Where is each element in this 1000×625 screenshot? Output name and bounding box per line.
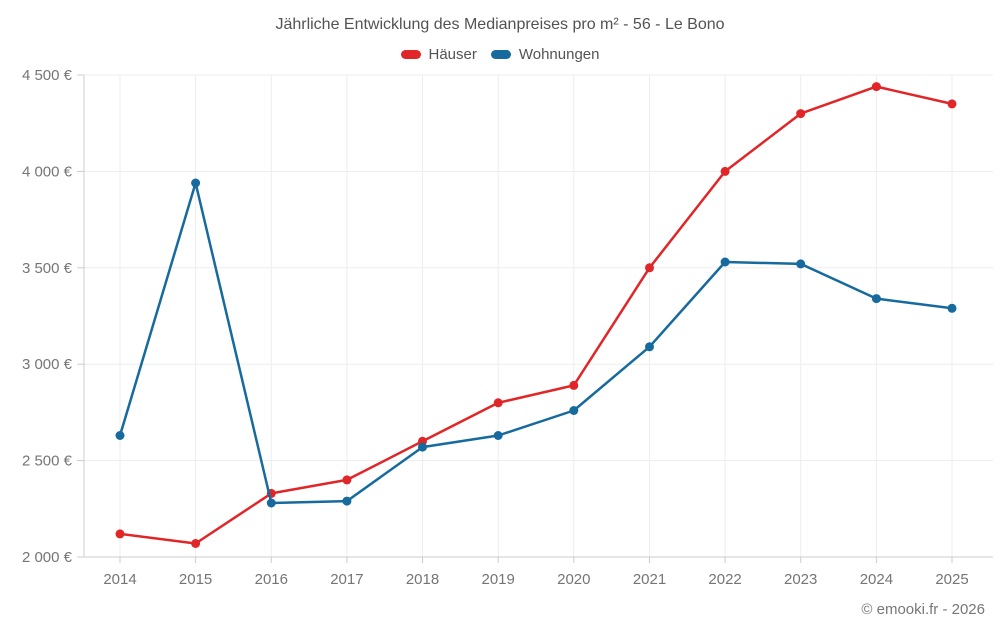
series-line-wohnungen: [118, 181, 954, 505]
x-tick-label: 2020: [557, 571, 590, 588]
data-point-huser-2022[interactable]: [720, 166, 730, 176]
data-point-wohnungen-2016[interactable]: [266, 498, 276, 508]
chart-title: Jährliche Entwicklung des Medianpreises …: [275, 16, 725, 33]
legend: Häuser Wohnungen: [0, 46, 1000, 63]
data-point-huser-2015[interactable]: [191, 539, 201, 548]
data-point-wohnungen-2021[interactable]: [645, 342, 654, 352]
series-huser: [115, 82, 957, 548]
data-point-wohnungen-2023[interactable]: [796, 259, 806, 269]
x-tick-label: 2018: [406, 571, 439, 588]
data-point-huser-2019[interactable]: [493, 398, 503, 408]
data-point-huser-2023[interactable]: [796, 109, 806, 119]
hauser-swatch-icon: [400, 50, 421, 59]
data-point-wohnungen-2020[interactable]: [569, 406, 579, 415]
wohnungen-swatch-icon: [490, 50, 511, 59]
x-tick-label: 2015: [179, 571, 212, 588]
data-point-wohnungen-2019[interactable]: [493, 431, 503, 440]
series-wohnungen: [115, 178, 957, 508]
x-tick-label: 2021: [633, 571, 666, 588]
data-point-wohnungen-2024[interactable]: [871, 294, 881, 304]
data-point-wohnungen-2025[interactable]: [947, 303, 957, 313]
data-point-wohnungen-2022[interactable]: [720, 257, 730, 267]
legend-label-wohnungen: Wohnungen: [518, 46, 600, 63]
x-tick-label: 2019: [482, 571, 515, 588]
data-point-huser-2014[interactable]: [115, 529, 125, 539]
legend-label-hauser: Häuser: [428, 46, 477, 63]
legend-item-wohnungen[interactable]: Wohnungen: [490, 46, 600, 63]
x-tick-label: 2022: [708, 571, 741, 588]
x-tick-label: 2016: [255, 571, 288, 588]
y-tick-label: 3 000 €: [22, 356, 73, 373]
data-point-wohnungen-2014[interactable]: [115, 431, 125, 440]
series-line-huser: [118, 85, 954, 545]
y-tick-label: 2 000 €: [22, 549, 73, 566]
data-point-huser-2017[interactable]: [342, 475, 352, 485]
y-tick-label: 4 500 €: [22, 67, 73, 84]
x-tick-label: 2025: [935, 571, 968, 588]
data-point-wohnungen-2018[interactable]: [418, 442, 427, 452]
y-tick-label: 3 500 €: [22, 260, 73, 277]
data-point-wohnungen-2017[interactable]: [342, 496, 352, 506]
legend-item-hauser[interactable]: Häuser: [400, 46, 477, 63]
y-tick-label: 4 000 €: [22, 163, 73, 180]
footer-credit: © emooki.fr - 2026: [861, 601, 985, 618]
data-point-wohnungen-2015[interactable]: [191, 178, 201, 188]
y-tick-label: 2 500 €: [22, 453, 73, 470]
data-point-huser-2020[interactable]: [569, 380, 579, 390]
x-tick-label: 2014: [103, 571, 136, 588]
data-point-huser-2025[interactable]: [947, 99, 957, 109]
x-tick-label: 2024: [860, 571, 893, 588]
x-tick-label: 2023: [784, 571, 817, 588]
data-point-huser-2024[interactable]: [871, 82, 881, 92]
x-tick-label: 2017: [330, 571, 363, 588]
data-point-huser-2021[interactable]: [645, 263, 654, 273]
